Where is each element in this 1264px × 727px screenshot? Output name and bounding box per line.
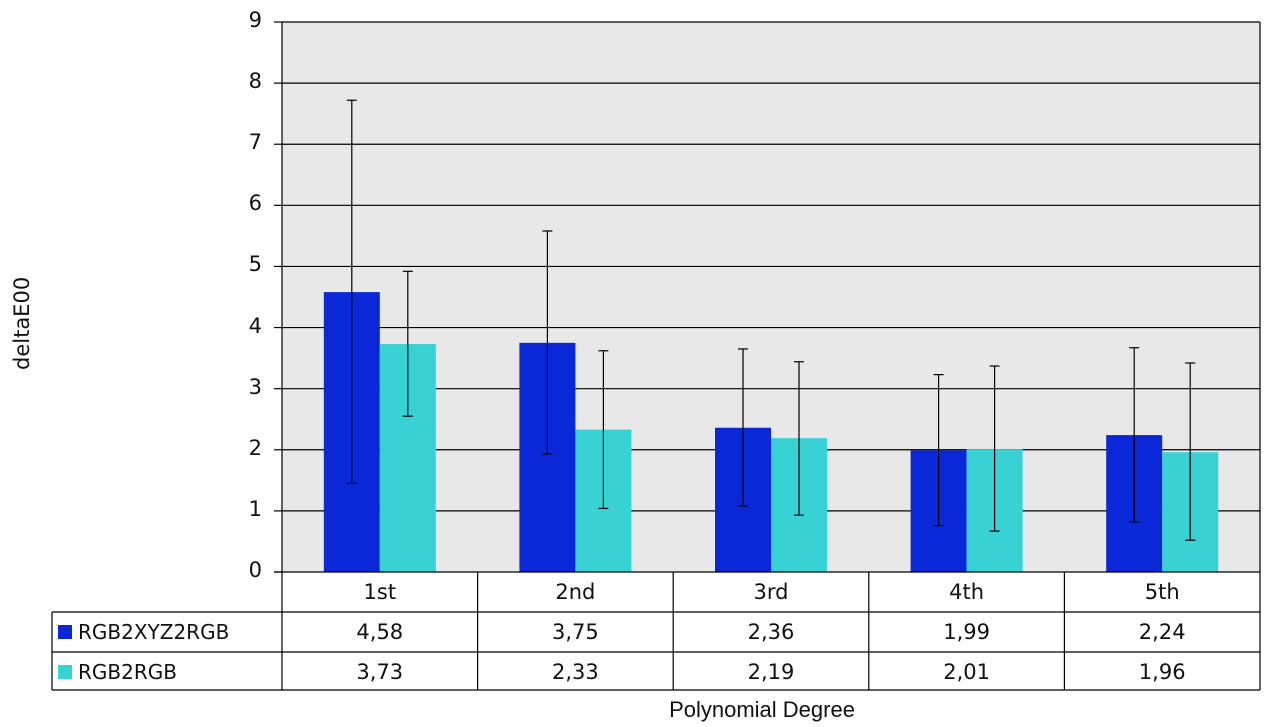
- x-tick-label: 5th: [1144, 580, 1180, 604]
- y-tick-label: 1: [248, 496, 262, 521]
- legend-label: RGB2RGB: [78, 660, 177, 684]
- data-label: 2,36: [747, 620, 795, 644]
- data-label: 1,99: [943, 620, 990, 644]
- legend-swatch: [58, 625, 72, 639]
- y-tick-label: 4: [248, 313, 262, 338]
- data-label: 3,73: [356, 660, 404, 684]
- legend-entry-RGB2XYZ2RGB: RGB2XYZ2RGB: [58, 620, 229, 644]
- data-label: 2,19: [747, 660, 795, 684]
- legend-swatch: [58, 665, 72, 679]
- y-axis-label: deltaE00: [10, 276, 34, 370]
- legend-entry-RGB2RGB: RGB2RGB: [58, 660, 177, 684]
- x-tick-label: 3rd: [753, 580, 789, 604]
- data-label: 4,58: [356, 620, 404, 644]
- data-label: 3,75: [552, 620, 599, 644]
- data-label: 1,96: [1138, 660, 1186, 684]
- x-tick-label: 1st: [363, 580, 397, 604]
- y-tick-label: 7: [248, 130, 262, 155]
- data-label: 2,01: [943, 660, 990, 684]
- y-tick-label: 5: [248, 252, 262, 277]
- data-label: 2,33: [552, 660, 599, 684]
- x-tick-label: 4th: [949, 580, 985, 604]
- y-tick-label: 8: [248, 69, 262, 94]
- y-tick-label: 6: [248, 191, 262, 216]
- x-tick-label: 2nd: [555, 580, 596, 604]
- y-tick-label: 0: [248, 558, 262, 582]
- legend-label: RGB2XYZ2RGB: [78, 620, 230, 644]
- y-tick-label: 2: [248, 435, 262, 460]
- y-tick-label: 3: [248, 374, 262, 399]
- y-tick-label: 9: [248, 8, 262, 32]
- x-axis-label: Polynomial Degree: [669, 697, 855, 722]
- data-label: 2,24: [1138, 620, 1186, 644]
